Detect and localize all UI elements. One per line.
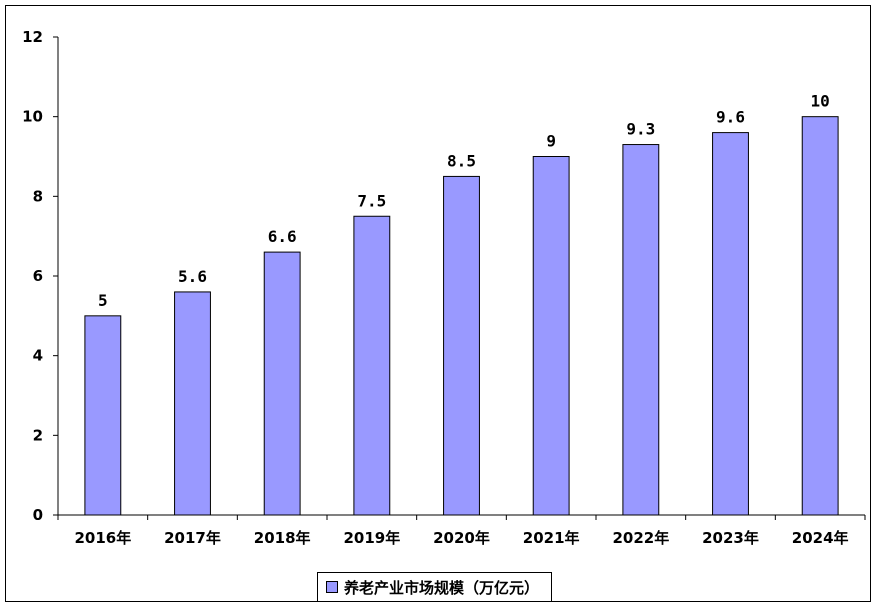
y-tick-label: 6 bbox=[33, 267, 43, 285]
data-label: 5 bbox=[98, 291, 108, 310]
x-tick-label: 2020年 bbox=[433, 529, 490, 547]
bar bbox=[622, 144, 660, 516]
chart-frame: 0 2 4 6 8 10 12 5 2016年 5.6 2017年 6.6 2018年 7.5 2019年 8… bbox=[5, 5, 871, 602]
data-label: 5.6 bbox=[178, 267, 207, 286]
data-label: 10 bbox=[811, 92, 830, 111]
legend-label: 养老产业市场规模（万亿元） bbox=[344, 578, 540, 597]
bar-chart: 0 2 4 6 8 10 12 5 2016年 5.6 2017年 6.6 2018年 7.5 2019年 8… bbox=[22, 28, 866, 547]
bar bbox=[263, 251, 301, 516]
y-tick-label: 4 bbox=[33, 347, 43, 365]
x-tick-label: 2021年 bbox=[523, 529, 580, 547]
bar bbox=[532, 156, 570, 516]
y-tick-label: 0 bbox=[33, 506, 43, 524]
x-tick-label: 2018年 bbox=[254, 529, 311, 547]
y-tick-label: 12 bbox=[22, 28, 43, 46]
data-label: 9 bbox=[546, 132, 556, 151]
y-tick-label: 8 bbox=[33, 187, 43, 205]
bar bbox=[353, 215, 391, 516]
x-tick-label: 2023年 bbox=[702, 529, 759, 547]
legend: 养老产业市场规模（万亿元） bbox=[317, 572, 553, 602]
x-tick-label: 2024年 bbox=[792, 529, 849, 547]
legend-swatch bbox=[326, 581, 338, 593]
x-tick-label: 2022年 bbox=[612, 529, 669, 547]
data-label: 7.5 bbox=[357, 191, 386, 210]
x-tick-label: 2016年 bbox=[74, 529, 131, 547]
data-label: 6.6 bbox=[268, 227, 297, 246]
y-tick-label: 10 bbox=[22, 108, 43, 126]
data-label: 8.5 bbox=[447, 151, 476, 170]
bar bbox=[712, 132, 749, 516]
bar bbox=[84, 315, 122, 516]
data-label: 9.3 bbox=[626, 120, 655, 139]
x-tick-label: 2019年 bbox=[343, 529, 400, 547]
bar bbox=[443, 175, 480, 516]
y-tick-label: 2 bbox=[33, 426, 43, 444]
data-label: 9.6 bbox=[716, 108, 745, 127]
x-tick-label: 2017年 bbox=[164, 529, 221, 547]
bar bbox=[801, 116, 839, 516]
bar bbox=[174, 291, 211, 516]
